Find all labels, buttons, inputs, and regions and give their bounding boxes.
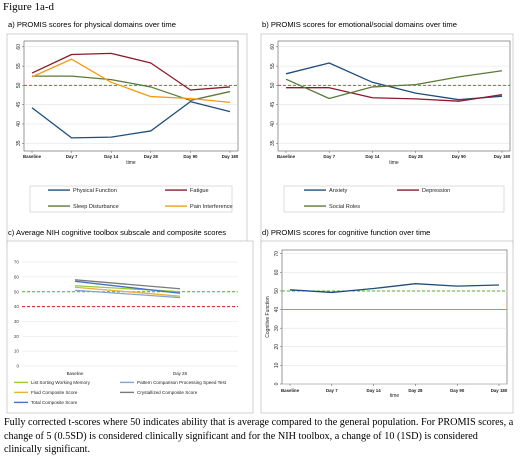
legend-label-b-0: Anxiety [329,188,348,194]
x-tick-label: Day 180 [222,154,239,159]
legend-box-a [29,185,233,213]
series-line-c-2 [74,286,181,297]
chart-title-b: b) PROMIS scores for emotional/social do… [262,20,457,29]
legend-label-b-2: Social Roles [329,204,360,210]
series-line-b-2 [285,70,503,100]
legend-label-a-0: Physical Function [73,188,117,194]
y-tick-label: 30 [14,319,20,324]
legend-label-c-0: List Sorting Working Memory [31,380,91,385]
series-line-c-1 [74,289,181,299]
figure-caption: Fully corrected t-scores where 50 indica… [4,417,514,456]
x-tick-label: Day 7 [326,388,338,393]
legend-label-c-1: Pattern Comparison Processing Speed Test [137,380,227,385]
y-tick-label: 45 [270,102,276,108]
x-tick-label: Day 90 [450,388,465,393]
series-line-c-4 [74,280,181,294]
y-tick-label: 35 [16,140,22,146]
x-axis-label-d: time [390,393,400,399]
y-tick-label: 55 [270,63,276,69]
y-tick-label: 10 [14,349,20,354]
y-tick-label: 70 [14,260,20,265]
y-tick-label: 50 [274,288,280,294]
plot-area-c [22,262,238,366]
x-tick-label: Baseline [281,388,300,393]
legend-label-c-4: Total Composite Score [31,400,78,405]
x-tick-label: Day 180 [491,388,508,393]
y-tick-label: 35 [270,140,276,146]
y-tick-label: 60 [270,44,276,50]
x-tick-label: Day 14 [104,154,119,159]
x-tick-label: Day 90 [183,154,198,159]
x-tick-label: Day 28 [408,388,423,393]
x-tick-label: Day 180 [494,154,511,159]
series-line-b-1 [286,87,503,102]
series-line-d-0 [289,283,500,294]
x-tick-label: Day 28 [173,371,187,376]
legend-box-b [283,185,505,213]
y-tick-label: 40 [16,121,22,127]
x-tick-label: Baseline [23,154,42,159]
legend-label-c-2: Fluid Composite Score [31,390,78,395]
y-tick-label: 20 [14,334,20,339]
x-tick-label: Baseline [67,371,84,376]
legend-label-c-3: Crystallized Composite Score [137,390,198,395]
legend-label-b-1: Depression [422,188,450,194]
x-tick-label: Baseline [277,154,296,159]
x-axis-label-b: time [389,160,399,166]
series-line-a-0 [31,100,231,139]
x-axis-label-a: time [126,160,136,166]
legend-label-a-1: Fatigue [190,188,209,194]
y-tick-label: 60 [14,274,20,279]
x-tick-label: Day 14 [367,388,382,393]
series-line-b-0 [285,62,503,101]
chart-title-c: c) Average NIH cognitive toolbox subscal… [8,228,226,237]
x-tick-label: Day 14 [365,154,380,159]
x-tick-label: Day 7 [66,154,78,159]
y-tick-label: 0 [274,382,280,385]
legend-label-a-2: Sleep Disturbance [73,204,119,210]
plot-area-a [23,40,239,152]
plot-area-d [281,249,508,385]
x-tick-label: Day 90 [452,154,467,159]
y-axis-label-d: Cognitive Function [265,296,271,338]
y-tick-label: 50 [270,82,276,88]
plot-area-b [277,40,511,152]
y-tick-label: 70 [274,251,280,257]
y-tick-label: 0 [16,364,19,369]
y-tick-label: 30 [274,325,280,331]
y-tick-label: 50 [14,289,20,294]
y-tick-label: 20 [274,344,280,350]
series-line-a-3 [31,58,231,104]
x-tick-label: Day 28 [144,154,159,159]
y-tick-label: 60 [274,269,280,275]
y-tick-label: 55 [16,63,22,69]
series-line-c-3 [74,279,181,290]
x-tick-label: Day 7 [323,154,335,159]
y-tick-label: 60 [16,44,22,50]
y-tick-label: 40 [274,307,280,313]
chart-title-a: a) PROMIS scores for physical domains ov… [8,20,176,29]
y-tick-label: 40 [14,304,20,309]
legend-label-a-3: Pain Interference [190,204,233,210]
chart-title-d: d) PROMIS scores for cognitive function … [262,228,430,237]
y-tick-label: 50 [16,82,22,88]
y-tick-label: 45 [16,102,22,108]
figure-title: Figure 1a-d [3,1,55,13]
x-tick-label: Day 28 [409,154,424,159]
y-tick-label: 10 [274,362,280,368]
series-line-a-1 [31,52,231,91]
y-tick-label: 40 [270,121,276,127]
